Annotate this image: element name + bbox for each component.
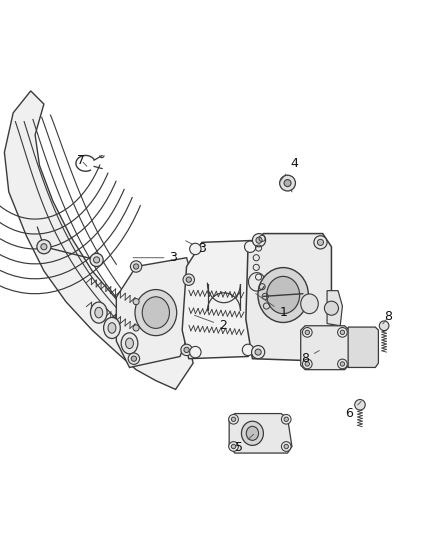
Circle shape bbox=[228, 415, 238, 424]
Circle shape bbox=[378, 321, 388, 330]
Ellipse shape bbox=[121, 333, 138, 354]
Circle shape bbox=[309, 348, 322, 361]
Circle shape bbox=[183, 274, 194, 285]
Ellipse shape bbox=[246, 426, 258, 440]
Circle shape bbox=[283, 445, 288, 449]
Circle shape bbox=[133, 264, 138, 269]
Circle shape bbox=[184, 348, 189, 352]
Text: 5: 5 bbox=[235, 434, 253, 454]
Text: 8: 8 bbox=[382, 311, 392, 324]
Circle shape bbox=[242, 344, 253, 356]
Circle shape bbox=[254, 349, 261, 355]
Circle shape bbox=[128, 353, 139, 365]
Circle shape bbox=[304, 362, 309, 366]
Circle shape bbox=[317, 239, 323, 245]
Ellipse shape bbox=[90, 302, 107, 323]
Circle shape bbox=[339, 362, 344, 366]
Circle shape bbox=[131, 356, 136, 361]
Ellipse shape bbox=[300, 294, 318, 314]
Ellipse shape bbox=[258, 268, 307, 322]
Polygon shape bbox=[116, 258, 193, 367]
Circle shape bbox=[304, 330, 309, 335]
Circle shape bbox=[231, 445, 235, 449]
Ellipse shape bbox=[125, 338, 133, 349]
Text: 2: 2 bbox=[194, 316, 226, 332]
Circle shape bbox=[283, 180, 290, 187]
Ellipse shape bbox=[103, 318, 120, 338]
Circle shape bbox=[90, 253, 103, 266]
Circle shape bbox=[302, 359, 311, 369]
Circle shape bbox=[354, 400, 364, 410]
Text: 6: 6 bbox=[344, 401, 360, 420]
Polygon shape bbox=[245, 233, 331, 361]
Circle shape bbox=[283, 417, 288, 422]
Polygon shape bbox=[347, 327, 378, 367]
Circle shape bbox=[337, 359, 346, 369]
Circle shape bbox=[251, 345, 264, 359]
Circle shape bbox=[189, 346, 201, 358]
Circle shape bbox=[244, 241, 255, 253]
Circle shape bbox=[186, 277, 191, 282]
Text: 8: 8 bbox=[300, 351, 318, 365]
Text: 4: 4 bbox=[279, 157, 297, 182]
Circle shape bbox=[313, 236, 326, 249]
Text: 3: 3 bbox=[133, 251, 177, 264]
Ellipse shape bbox=[142, 297, 169, 328]
Circle shape bbox=[93, 257, 99, 263]
Circle shape bbox=[41, 244, 47, 250]
Circle shape bbox=[255, 237, 261, 243]
Ellipse shape bbox=[108, 322, 116, 333]
Circle shape bbox=[37, 240, 51, 254]
Text: 7: 7 bbox=[77, 154, 87, 167]
Polygon shape bbox=[300, 326, 348, 370]
Text: 3: 3 bbox=[185, 241, 205, 255]
Circle shape bbox=[312, 351, 318, 357]
Text: 1: 1 bbox=[255, 294, 286, 319]
Circle shape bbox=[133, 298, 139, 305]
Circle shape bbox=[337, 327, 346, 337]
Polygon shape bbox=[4, 91, 193, 390]
Circle shape bbox=[281, 442, 290, 451]
Circle shape bbox=[189, 243, 201, 255]
Circle shape bbox=[339, 330, 344, 335]
Ellipse shape bbox=[241, 421, 263, 446]
Circle shape bbox=[231, 417, 235, 422]
Circle shape bbox=[279, 175, 295, 191]
Ellipse shape bbox=[266, 277, 299, 314]
Circle shape bbox=[281, 415, 290, 424]
Polygon shape bbox=[182, 240, 267, 359]
Polygon shape bbox=[229, 414, 291, 453]
Circle shape bbox=[133, 325, 139, 331]
Circle shape bbox=[130, 261, 141, 272]
Circle shape bbox=[228, 442, 238, 451]
Ellipse shape bbox=[95, 308, 102, 318]
Circle shape bbox=[252, 233, 265, 247]
Circle shape bbox=[324, 301, 338, 315]
Circle shape bbox=[302, 327, 311, 337]
Ellipse shape bbox=[135, 289, 176, 336]
Circle shape bbox=[180, 344, 192, 356]
Polygon shape bbox=[326, 290, 342, 326]
